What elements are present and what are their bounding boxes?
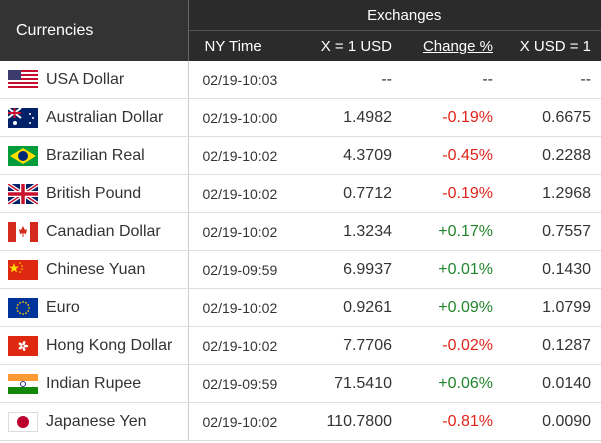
- inverse-rate-cell: 0.6675: [503, 98, 601, 137]
- time-cell: 02/19-10:02: [188, 326, 280, 365]
- time-cell: 02/19-09:59: [188, 250, 280, 289]
- currency-row: Euro 02/19-10:02 0.9261 +0.09% 1.0799: [0, 288, 601, 327]
- inverse-rate-cell: 0.1287: [503, 326, 601, 365]
- flag-icon: [7, 106, 38, 128]
- change-cell: -0.02%: [402, 326, 503, 365]
- column-header-link[interactable]: Change %: [402, 30, 503, 61]
- currency-name: USA Dollar: [46, 70, 125, 88]
- currency-name: Canadian Dollar: [46, 222, 161, 240]
- currency-row: Canadian Dollar 02/19-10:02 1.3234 +0.17% 0.…: [0, 212, 601, 251]
- column-header: X USD = 1: [503, 30, 601, 61]
- currency-name: Euro: [46, 298, 80, 316]
- currency-row: Australian Dollar 02/19-10:00 1.4982 -0.19%…: [0, 98, 601, 137]
- flag-icon: [8, 221, 38, 242]
- inverse-rate-cell: 1.2968: [503, 174, 601, 213]
- inverse-rate-cell: 1.0799: [503, 288, 601, 327]
- currency-name: Australian Dollar: [46, 108, 164, 126]
- change-cell: -0.19%: [402, 98, 503, 137]
- inverse-rate-cell: 0.0140: [503, 364, 601, 403]
- time-cell: 02/19-10:03: [188, 61, 280, 99]
- currency-cell: Canadian Dollar: [0, 212, 189, 251]
- currency-row: Hong Kong Dollar 02/19-10:02 7.7706 -0.02% 0…: [0, 326, 601, 365]
- rate-cell: 0.7712: [280, 174, 402, 213]
- change-cell: -0.45%: [402, 136, 503, 175]
- currency-row: Chinese Yuan 02/19-09:59 6.9937 +0.01% 0.143…: [0, 250, 601, 289]
- time-cell: 02/19-10:02: [188, 174, 280, 213]
- rate-cell: --: [280, 61, 402, 99]
- currency-row: Japanese Yen 02/19-10:02 110.7800 -0.81% 0.0…: [0, 402, 601, 441]
- currency-cell: Japanese Yen: [0, 402, 189, 441]
- change-cell: +0.06%: [402, 364, 503, 403]
- rate-cell: 1.3234: [280, 212, 402, 251]
- currency-cell: USA Dollar: [0, 61, 189, 99]
- flag-icon: [8, 145, 38, 166]
- rate-cell: 6.9937: [280, 250, 402, 289]
- currency-cell: British Pound: [0, 174, 189, 213]
- currency-name: Brazilian Real: [46, 146, 145, 164]
- rate-cell: 71.5410: [280, 364, 402, 403]
- inverse-rate-cell: 0.0090: [503, 402, 601, 441]
- flag-icon: [8, 297, 38, 318]
- currency-name: Japanese Yen: [46, 412, 147, 430]
- currencies-header: Currencies: [0, 0, 189, 61]
- currency-cell: Hong Kong Dollar: [0, 326, 189, 365]
- currency-name: Indian Rupee: [46, 374, 142, 392]
- time-cell: 02/19-10:02: [188, 402, 280, 441]
- time-cell: 02/19-10:02: [188, 288, 280, 327]
- currency-row: Indian Rupee 02/19-09:59 71.5410 +0.06% 0.01…: [0, 364, 601, 403]
- table-body: USA Dollar 02/19-10:03 -- -- -- Australian Do…: [0, 61, 601, 441]
- time-cell: 02/19-09:59: [188, 364, 280, 403]
- currency-cell: Australian Dollar: [0, 98, 189, 137]
- change-cell: --: [402, 61, 503, 99]
- currency-row: British Pound 02/19-10:02 0.7712 -0.19% 1.29…: [0, 174, 601, 213]
- flag-icon: [8, 69, 38, 90]
- change-cell: +0.17%: [402, 212, 503, 251]
- change-cell: +0.09%: [402, 288, 503, 327]
- inverse-rate-cell: 0.2288: [503, 136, 601, 175]
- currency-cell: Brazilian Real: [0, 136, 189, 175]
- time-cell: 02/19-10:00: [188, 98, 280, 137]
- time-cell: 02/19-10:02: [188, 212, 280, 251]
- currency-name: Hong Kong Dollar: [46, 336, 173, 354]
- currency-row: USA Dollar 02/19-10:03 -- -- --: [0, 61, 601, 99]
- currency-name: British Pound: [46, 184, 142, 202]
- inverse-rate-cell: --: [503, 61, 601, 99]
- flag-icon: [6, 181, 40, 206]
- change-cell: -0.81%: [402, 402, 503, 441]
- flag-icon: [8, 373, 38, 394]
- currency-row: Brazilian Real 02/19-10:02 4.3709 -0.45% 0.2…: [0, 136, 601, 175]
- time-cell: 02/19-10:02: [188, 136, 280, 175]
- flag-icon: [8, 259, 38, 280]
- rate-cell: 110.7800: [280, 402, 402, 441]
- currency-cell: Indian Rupee: [0, 364, 189, 403]
- rate-cell: 7.7706: [280, 326, 402, 365]
- currency-cell: Euro: [0, 288, 189, 327]
- flag-icon: [8, 411, 38, 432]
- change-cell: -0.19%: [402, 174, 503, 213]
- rate-cell: 1.4982: [280, 98, 402, 137]
- currency-name: Chinese Yuan: [46, 260, 146, 278]
- inverse-rate-cell: 0.7557: [503, 212, 601, 251]
- column-header: X = 1 USD: [280, 30, 402, 61]
- currency-cell: Chinese Yuan: [0, 250, 189, 289]
- column-header: NY Time: [188, 30, 280, 61]
- change-cell: +0.01%: [402, 250, 503, 289]
- rate-cell: 0.9261: [280, 288, 402, 327]
- inverse-rate-cell: 0.1430: [503, 250, 601, 289]
- flag-icon: [8, 335, 38, 356]
- exchanges-header: Exchanges: [188, 0, 601, 31]
- rate-cell: 4.3709: [280, 136, 402, 175]
